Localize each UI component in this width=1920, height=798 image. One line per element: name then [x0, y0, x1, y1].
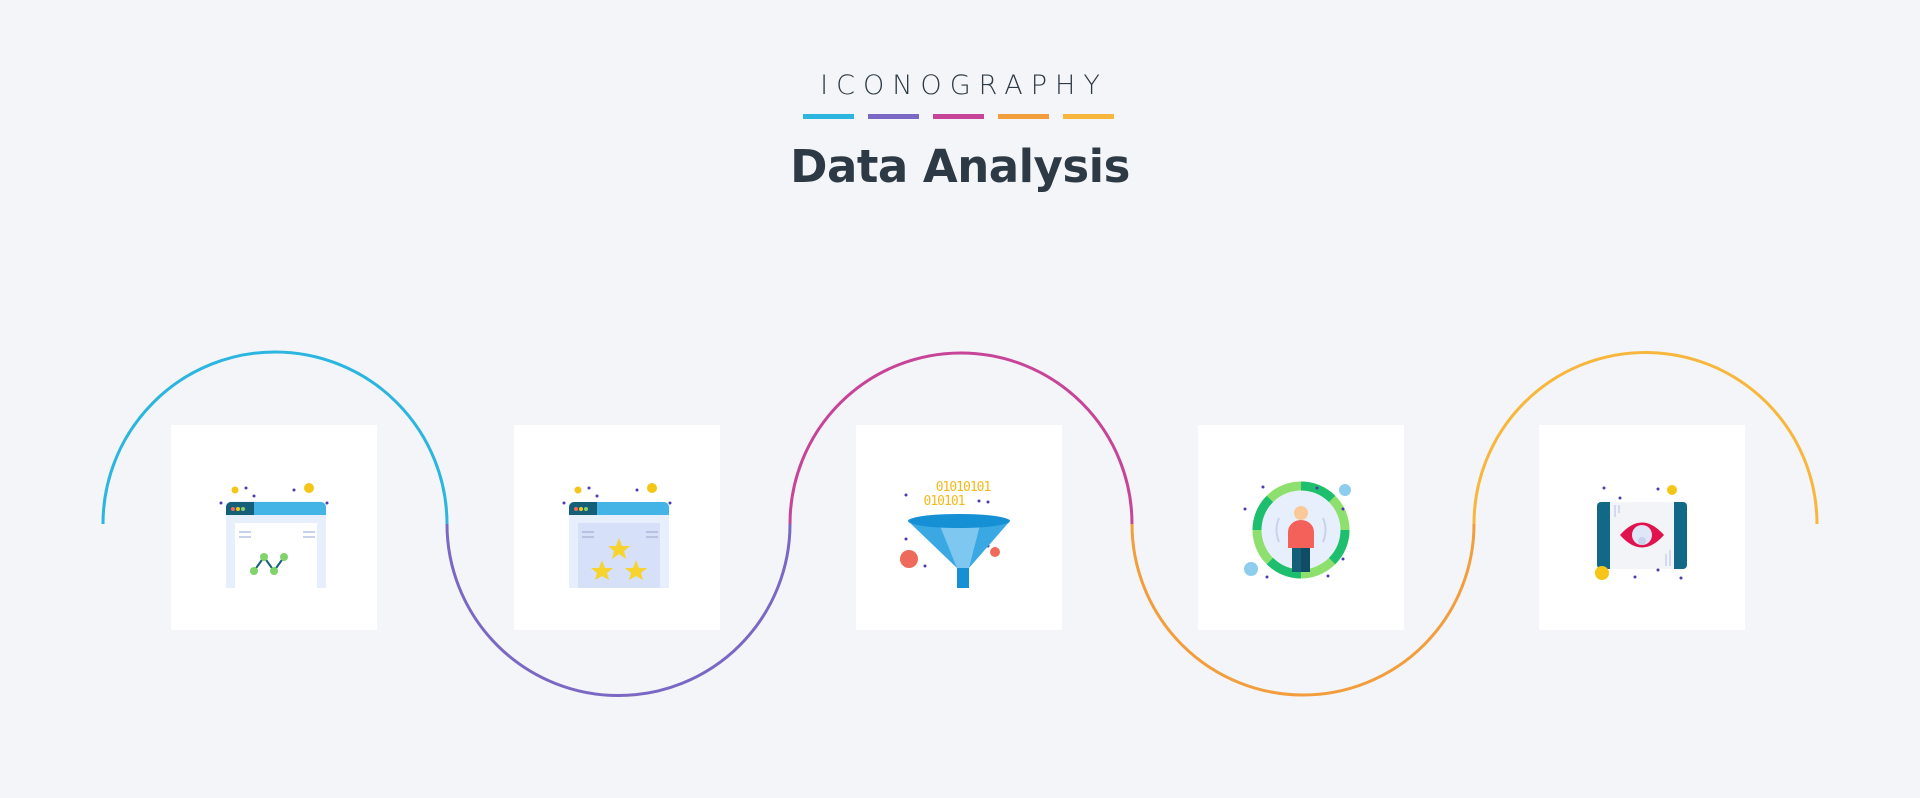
color-bar — [1063, 114, 1114, 119]
browser-star-rating-icon — [562, 483, 672, 588]
color-bar — [998, 114, 1049, 119]
data-funnel-icon: 01010101 010101 — [900, 480, 1010, 588]
icon-card-4 — [1198, 425, 1404, 630]
wave-segment-1 — [101, 350, 449, 525]
color-bar — [933, 114, 984, 119]
icon-card-1 — [171, 425, 377, 630]
mobile-eye-view-icon — [1595, 485, 1687, 580]
binary-text-1: 01010101 — [936, 480, 991, 495]
icon-card-5 — [1539, 425, 1745, 630]
color-bar — [803, 114, 854, 119]
color-bar — [868, 114, 919, 119]
wave-segment-2 — [445, 523, 792, 697]
icon-card-3: 01010101 010101 — [856, 425, 1062, 630]
binary-text-2: 010101 — [924, 494, 965, 509]
user-target-icon — [1243, 481, 1351, 579]
wave-segment-3 — [788, 351, 1134, 525]
browser-line-chart-icon — [219, 483, 329, 588]
wave-segment-4 — [1130, 523, 1476, 697]
wave-segment-5 — [1472, 351, 1819, 525]
page-title: Data Analysis — [790, 140, 1130, 193]
icon-card-2 — [514, 425, 720, 630]
brand-label: ICONOGRAPHY — [820, 70, 1108, 101]
color-bars — [803, 114, 1114, 119]
